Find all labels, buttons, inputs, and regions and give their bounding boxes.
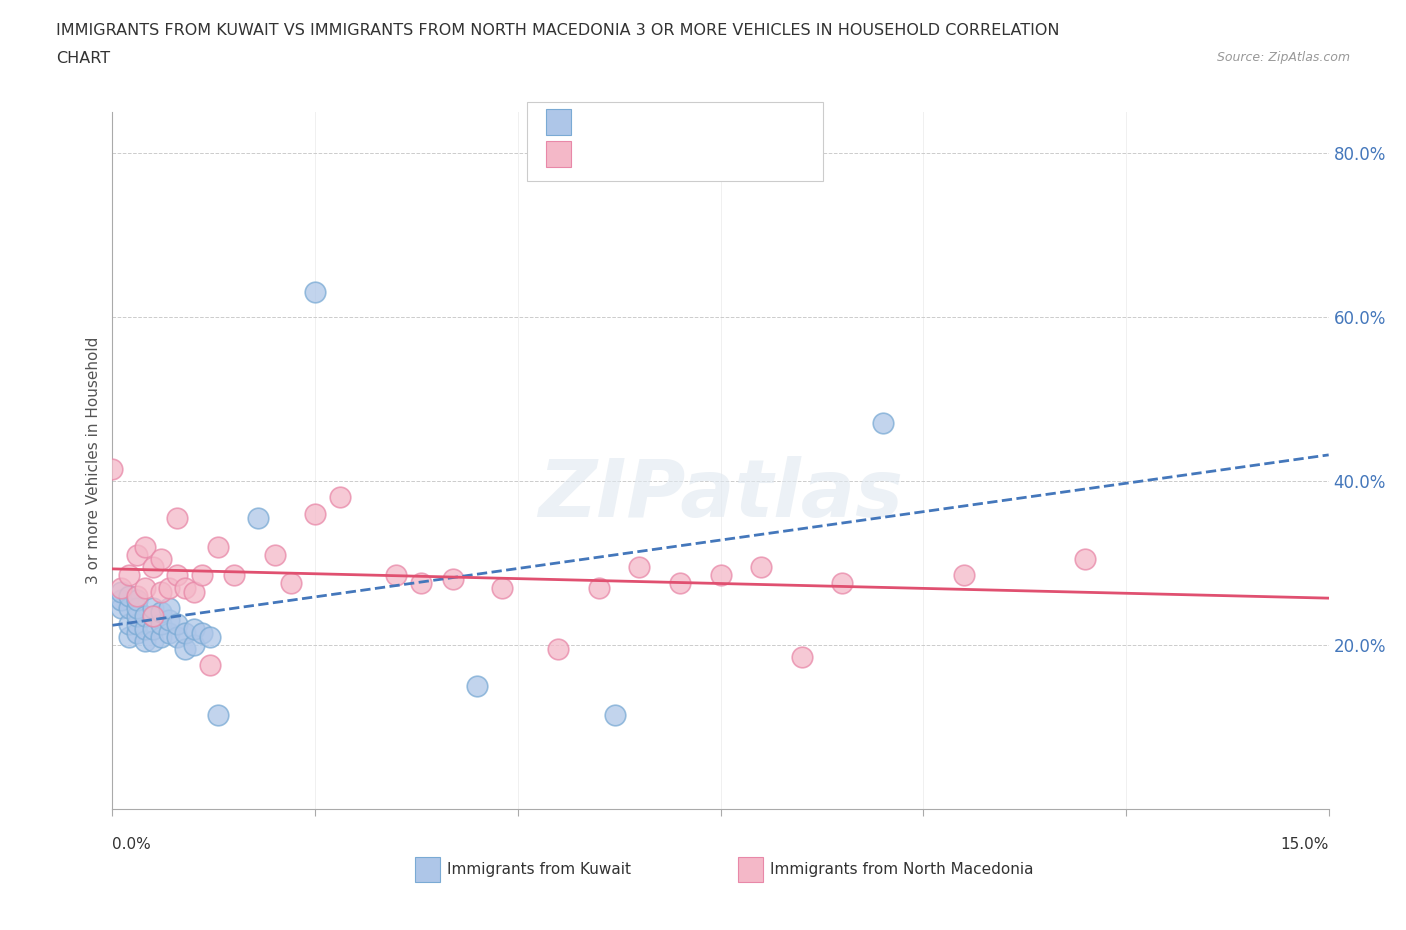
Point bbox=[280, 576, 302, 591]
Point bbox=[110, 601, 132, 616]
Point bbox=[150, 584, 173, 599]
Text: 15.0%: 15.0% bbox=[1281, 837, 1329, 852]
Point bbox=[207, 708, 229, 723]
Point bbox=[125, 601, 148, 616]
Point bbox=[134, 609, 156, 624]
Point bbox=[150, 630, 173, 644]
Point bbox=[150, 617, 173, 631]
Point bbox=[207, 539, 229, 554]
Point bbox=[491, 580, 513, 595]
Text: N =: N = bbox=[668, 118, 704, 133]
Point bbox=[409, 576, 432, 591]
Point bbox=[118, 617, 141, 631]
Point bbox=[709, 568, 731, 583]
Point bbox=[125, 589, 148, 604]
Point bbox=[605, 708, 627, 723]
Point bbox=[198, 630, 221, 644]
Point bbox=[190, 568, 212, 583]
Point bbox=[157, 625, 180, 640]
Point bbox=[174, 642, 197, 657]
Point bbox=[118, 589, 141, 604]
Point bbox=[134, 580, 156, 595]
Text: CHART: CHART bbox=[56, 51, 110, 66]
Point bbox=[134, 539, 156, 554]
Point bbox=[669, 576, 692, 591]
Point bbox=[385, 568, 408, 583]
Text: ZIPatlas: ZIPatlas bbox=[538, 457, 903, 534]
Point bbox=[166, 617, 188, 631]
Point bbox=[142, 560, 165, 575]
Point bbox=[441, 572, 464, 587]
Y-axis label: 3 or more Vehicles in Household: 3 or more Vehicles in Household bbox=[86, 337, 101, 584]
Point bbox=[328, 490, 350, 505]
Point bbox=[150, 551, 173, 566]
Point bbox=[125, 609, 148, 624]
Text: R =: R = bbox=[579, 151, 614, 166]
Text: Source: ZipAtlas.com: Source: ZipAtlas.com bbox=[1216, 51, 1350, 64]
Point bbox=[190, 625, 212, 640]
Point bbox=[547, 642, 569, 657]
Point bbox=[953, 568, 976, 583]
Point bbox=[183, 584, 205, 599]
Text: 0.0%: 0.0% bbox=[112, 837, 152, 852]
Point bbox=[1074, 551, 1097, 566]
Point bbox=[142, 609, 165, 624]
Point bbox=[174, 580, 197, 595]
Text: R =: R = bbox=[579, 118, 614, 133]
Point bbox=[198, 658, 221, 673]
Point bbox=[174, 625, 197, 640]
Point bbox=[125, 547, 148, 562]
Text: 0.108: 0.108 bbox=[612, 151, 658, 166]
Text: IMMIGRANTS FROM KUWAIT VS IMMIGRANTS FROM NORTH MACEDONIA 3 OR MORE VEHICLES IN : IMMIGRANTS FROM KUWAIT VS IMMIGRANTS FRO… bbox=[56, 23, 1060, 38]
Point bbox=[134, 633, 156, 648]
Point bbox=[183, 638, 205, 653]
Point bbox=[166, 511, 188, 525]
Point bbox=[588, 580, 610, 595]
Point bbox=[125, 617, 148, 631]
Point bbox=[157, 580, 180, 595]
Point bbox=[118, 601, 141, 616]
Point bbox=[831, 576, 853, 591]
Point bbox=[118, 568, 141, 583]
Text: 38: 38 bbox=[696, 151, 718, 166]
Point bbox=[101, 461, 124, 476]
Text: 39: 39 bbox=[696, 118, 718, 133]
Point bbox=[118, 630, 141, 644]
Point bbox=[166, 568, 188, 583]
Point bbox=[157, 601, 180, 616]
Point bbox=[749, 560, 772, 575]
Text: 0.081: 0.081 bbox=[612, 118, 658, 133]
Point bbox=[142, 601, 165, 616]
Point bbox=[790, 650, 813, 665]
Point bbox=[157, 613, 180, 628]
Point bbox=[142, 633, 165, 648]
Point bbox=[150, 604, 173, 619]
Point bbox=[125, 625, 148, 640]
Text: N =: N = bbox=[668, 151, 704, 166]
Point bbox=[142, 621, 165, 636]
Text: Immigrants from Kuwait: Immigrants from Kuwait bbox=[447, 862, 631, 877]
Point bbox=[125, 592, 148, 607]
Point bbox=[247, 511, 270, 525]
Point bbox=[110, 584, 132, 599]
Point bbox=[110, 592, 132, 607]
Point bbox=[304, 506, 326, 521]
Point bbox=[183, 621, 205, 636]
Point bbox=[222, 568, 246, 583]
Point bbox=[134, 621, 156, 636]
Point bbox=[467, 679, 489, 694]
Point bbox=[304, 285, 326, 299]
Point bbox=[142, 609, 165, 624]
Point bbox=[110, 580, 132, 595]
Point bbox=[872, 416, 894, 431]
Text: Immigrants from North Macedonia: Immigrants from North Macedonia bbox=[770, 862, 1033, 877]
Point bbox=[628, 560, 651, 575]
Point bbox=[166, 630, 188, 644]
Point bbox=[263, 547, 285, 562]
